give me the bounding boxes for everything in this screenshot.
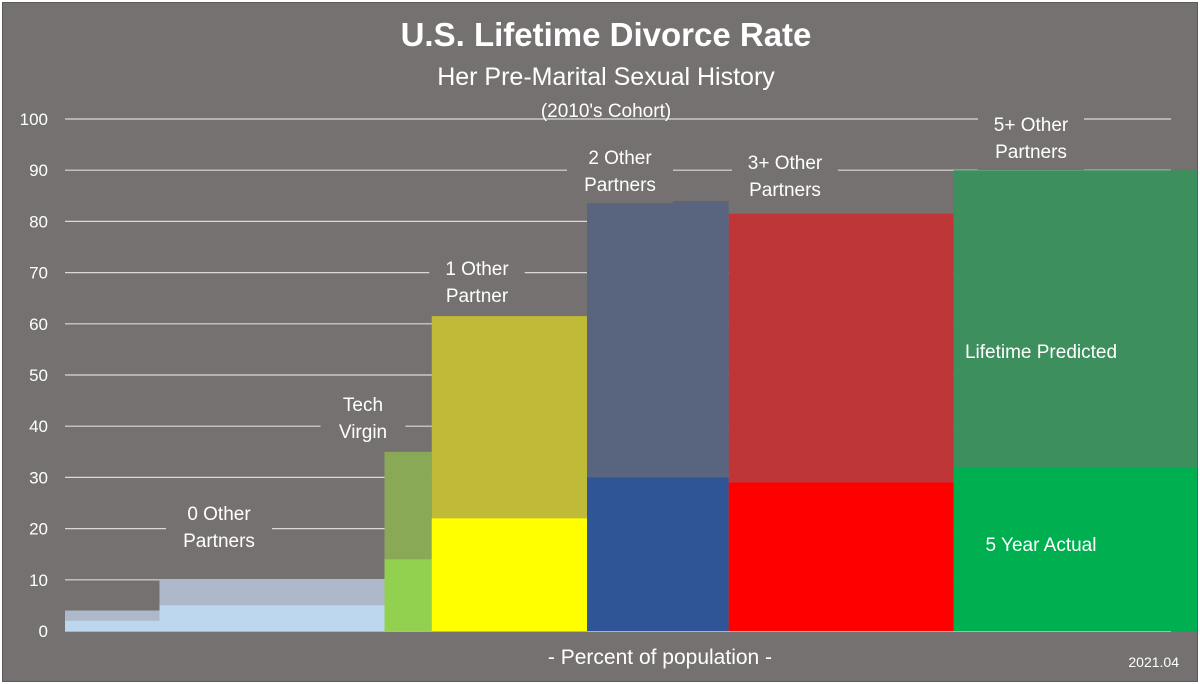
chart-subtitle: Her Pre-Marital Sexual History [437,63,775,91]
y-tick-label: 80 [29,212,48,231]
bar-actual-3-0 [587,477,729,631]
y-tick-label: 0 [39,622,48,641]
y-tick-label: 50 [29,366,48,385]
category-label: 5+ Other [994,115,1069,136]
y-tick-label: 90 [29,161,48,180]
bar-actual-0-1 [159,605,385,631]
label-layer: 0 Other Partners Tech Virgin 1 Other Partner 2… [166,110,1084,559]
category-label: Partners [584,175,656,196]
y-tick-label: 40 [29,417,48,436]
label-mask [429,254,525,314]
bar-layer [65,170,1197,632]
bar-actual-0-0 [65,620,160,631]
y-tick-label: 10 [29,571,48,590]
category-label: 1 Other [445,259,509,280]
category-label: 2 Other [588,148,652,169]
x-axis-label: - Percent of population - [548,646,772,669]
category-label: Partners [749,180,821,201]
category-label: Virgin [339,422,387,443]
bar-actual-5-0 [953,467,1197,631]
series-label-lifetime: Lifetime Predicted [965,342,1117,363]
y-tick-label: 70 [29,264,48,283]
category-label: Tech [343,395,383,416]
chart-title: U.S. Lifetime Divorce Rate [401,16,812,53]
y-tick-label: 60 [29,315,48,334]
category-label: Partners [995,142,1067,163]
label-mask [320,390,406,450]
label-mask [567,143,673,203]
bar-actual-1-0 [384,559,432,631]
category-label: 3+ Other [748,153,823,174]
series-label-actual: 5 Year Actual [986,535,1097,556]
chart-svg: 0 10 20 30 40 50 60 70 80 90 100 0 Other Partners Te… [20,16,1197,670]
category-label: Partner [446,286,509,307]
category-label: Partners [183,531,255,552]
label-mask [732,148,838,208]
category-label: 0 Other [187,504,251,525]
label-mask [166,499,272,559]
label-mask [978,110,1084,170]
y-tick-label: 20 [29,520,48,539]
chart-subsubtitle: (2010's Cohort) [541,101,671,122]
y-tick-label: 30 [29,468,48,487]
bar-actual-4-0 [728,482,954,631]
date-stamp: 2021.04 [1128,654,1179,670]
bar-actual-2-0 [431,518,587,631]
y-tick-label: 100 [20,110,48,129]
